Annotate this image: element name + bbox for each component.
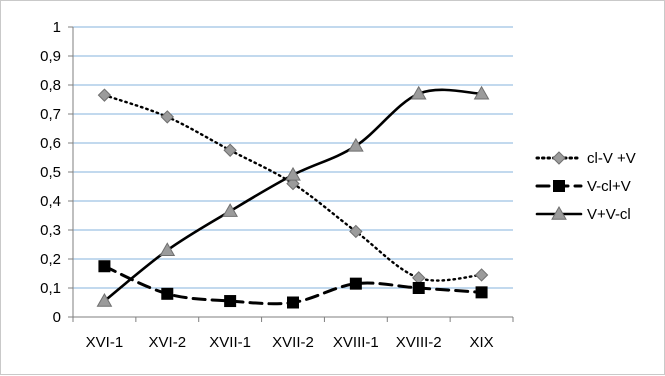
data-point-series-1 [223,143,237,157]
y-tick-label: 0,2 [40,251,61,268]
data-point-series-1 [349,224,363,239]
y-tick-label: 0,3 [40,222,61,239]
data-point-series-3 [285,166,301,181]
data-point-series-2 [98,260,111,273]
data-point-series-2 [412,282,425,294]
legend-marker-2 [553,180,565,192]
x-tick-label: XVI-2 [149,334,187,351]
data-point-series-3 [159,242,176,257]
y-tick-label: 0,1 [40,280,61,297]
axes [68,26,514,322]
y-tick-label: 0,5 [40,164,61,181]
x-tick-label: XVIII-1 [333,334,379,351]
x-tick-label: XVI-1 [86,334,124,351]
data-point-series-2 [287,296,299,309]
legend-marker-1 [552,151,566,165]
data-point-series-1 [97,88,112,102]
x-tick-label: XVII-1 [209,334,251,351]
y-tick-label: 0,9 [40,48,61,65]
legend-marker-3 [551,205,567,220]
x-tick-label: XIX [469,334,493,351]
x-tick-label: XVIII-2 [396,334,442,351]
data-point-series-2 [161,287,174,300]
series-markers [96,85,490,309]
data-point-series-3 [347,137,364,152]
legend: cl-V +V V-cl+V V+V-cl [535,150,636,223]
data-point-series-2 [349,277,362,290]
gridlines [73,26,513,289]
y-tick-label: 0,4 [40,193,61,210]
y-tick-label: 0 [53,309,61,326]
data-point-series-3 [473,85,490,100]
y-tick-label: 0,6 [40,135,61,152]
x-tick-label: XVII-2 [272,334,314,351]
y-tick-label: 0,8 [40,77,61,94]
y-tick-labels: 0 0,1 0,2 0,3 0,4 0,5 0,6 0,7 0,8 0,9 1 [40,19,61,326]
data-point-series-1 [160,110,174,124]
legend-label-1: cl-V +V [587,150,636,167]
x-tick-labels: XVI-1 XVI-2 XVII-1 XVII-2 XVIII-1 XVIII-2 XIX [86,334,494,351]
legend-label-2: V-cl+V [587,178,631,195]
data-point-series-1 [474,268,489,282]
y-tick-label: 1 [53,19,61,36]
data-point-series-3 [222,203,239,217]
legend-label-3: V+V-cl [587,206,631,223]
y-tick-label: 0,7 [40,106,61,123]
data-point-series-2 [224,295,237,308]
data-point-series-3 [410,85,427,100]
data-point-series-2 [475,286,488,299]
series-lines [102,88,484,306]
data-point-series-3 [96,293,113,307]
series-line-3 [103,88,483,303]
